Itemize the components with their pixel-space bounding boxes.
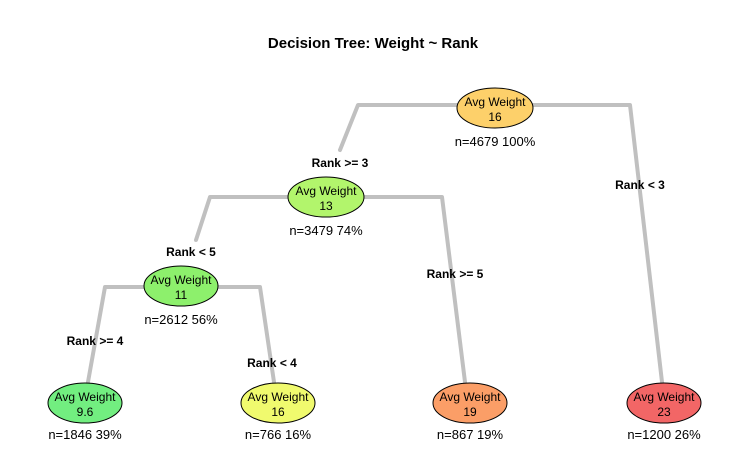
- node-avg-11-shape: [143, 265, 219, 307]
- edge-label-root-right: Rank < 3: [615, 178, 665, 192]
- edge-n13-left: [194, 195, 292, 242]
- leaf-avg-16: Avg Weight 16 n=766 16%: [240, 382, 316, 442]
- diagram-title: Decision Tree: Weight ~ Rank: [268, 35, 479, 52]
- node-root-value: 16: [488, 110, 502, 124]
- leaf-avg-16-label: Avg Weight: [248, 390, 310, 404]
- leaf-avg-19-stats: n=867 19%: [437, 427, 504, 442]
- leaf-avg-23-shape: [626, 382, 702, 424]
- leaf-avg-23-label: Avg Weight: [634, 390, 696, 404]
- edge-root-right: [530, 103, 664, 384]
- edge-label-n13-right: Rank >= 5: [427, 267, 484, 281]
- node-avg-11-value: 11: [175, 288, 188, 302]
- edge-n13-right: [360, 195, 467, 384]
- node-avg-13: Avg Weight 13 n=3479 74%: [287, 176, 365, 238]
- leaf-avg-9-6-value: 9.6: [77, 405, 94, 419]
- leaf-avg-16-shape: [240, 382, 316, 424]
- edge-n11-right: [215, 285, 276, 384]
- node-avg-13-shape: [287, 176, 365, 218]
- node-avg-13-stats: n=3479 74%: [289, 223, 363, 238]
- node-avg-11-stats: n=2612 56%: [144, 312, 218, 327]
- edge-label-n11-right: Rank < 4: [247, 356, 297, 370]
- leaf-avg-9-6-stats: n=1846 39%: [48, 427, 122, 442]
- node-avg-11: Avg Weight 11 n=2612 56%: [143, 265, 219, 327]
- node-root: Avg Weight 16 n=4679 100%: [455, 87, 536, 149]
- leaf-avg-16-value: 16: [271, 405, 285, 419]
- leaf-avg-9-6: Avg Weight 9.6 n=1846 39%: [47, 382, 123, 442]
- leaf-avg-19: Avg Weight 19 n=867 19%: [432, 382, 508, 442]
- leaf-avg-23-stats: n=1200 26%: [627, 427, 701, 442]
- edge-label-n13-left: Rank < 5: [166, 245, 216, 259]
- node-avg-13-label: Avg Weight: [296, 184, 358, 198]
- edge-root-left: [338, 103, 462, 152]
- leaf-avg-23-value: 23: [657, 405, 671, 419]
- edge-label-root-left: Rank >= 3: [312, 156, 369, 170]
- edge-n11-left: [86, 285, 147, 384]
- node-root-stats: n=4679 100%: [455, 134, 536, 149]
- node-root-shape: [456, 87, 534, 129]
- node-avg-11-label: Avg Weight: [151, 273, 213, 287]
- leaf-avg-9-6-label: Avg Weight: [55, 390, 117, 404]
- node-avg-13-value: 13: [319, 199, 333, 213]
- leaf-avg-9-6-shape: [47, 382, 123, 424]
- leaf-avg-19-shape: [432, 382, 508, 424]
- leaf-avg-23: Avg Weight 23 n=1200 26%: [626, 382, 702, 442]
- node-root-label: Avg Weight: [465, 95, 527, 109]
- edge-label-n11-left: Rank >= 4: [67, 334, 124, 348]
- leaf-avg-19-value: 19: [463, 405, 477, 419]
- leaf-avg-19-label: Avg Weight: [440, 390, 502, 404]
- leaf-avg-16-stats: n=766 16%: [245, 427, 312, 442]
